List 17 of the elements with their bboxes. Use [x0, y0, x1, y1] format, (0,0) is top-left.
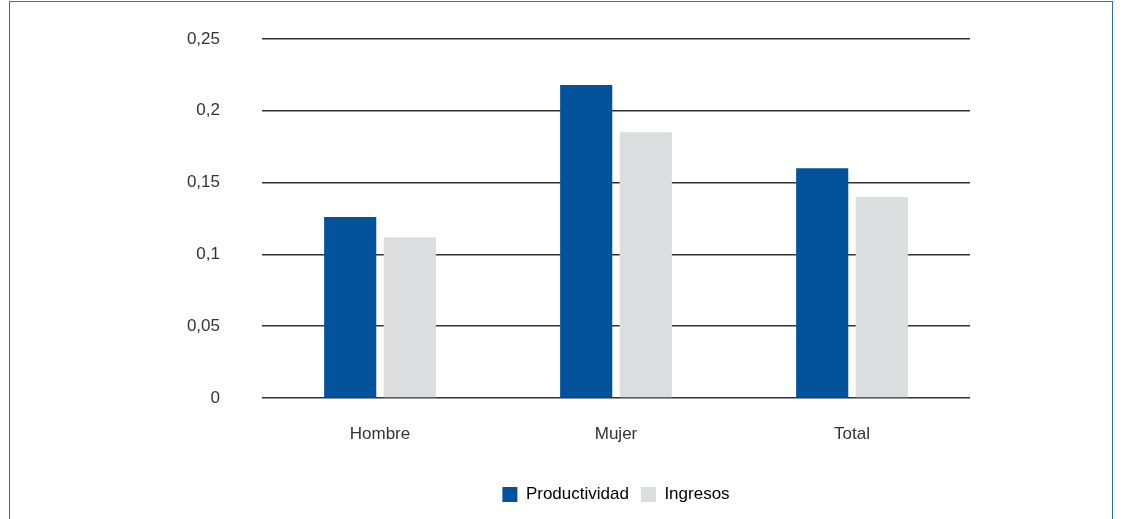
bar	[560, 84, 613, 398]
x-tick-label: Hombre	[349, 423, 411, 443]
bar	[324, 217, 377, 398]
x-tick-label: Total	[834, 423, 870, 443]
y-tick-label: 0	[210, 387, 220, 407]
x-tick-label: Mujer	[594, 423, 638, 443]
bar	[855, 196, 908, 398]
bar	[796, 168, 849, 398]
y-tick-label: 0,15	[186, 172, 220, 192]
y-tick-label: 0,1	[196, 244, 220, 264]
y-tick-label: 0,05	[186, 315, 220, 335]
y-tick-label: 0,2	[196, 100, 220, 120]
legend-label: Productividad	[525, 484, 629, 504]
bar	[619, 132, 672, 398]
bar	[383, 237, 436, 398]
y-tick-label: 0,25	[186, 28, 220, 48]
legend-label: Ingresos	[664, 484, 730, 504]
